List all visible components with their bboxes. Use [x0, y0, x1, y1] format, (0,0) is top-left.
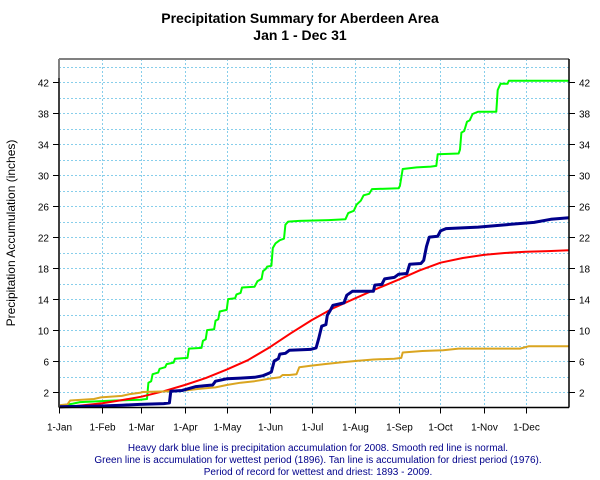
x-tick-label: 1-Dec	[513, 423, 540, 434]
x-tick-label: 1-Mar	[128, 423, 155, 434]
series-line-2008	[58, 216, 570, 409]
caption-line-1: Heavy dark blue line is precipitation ac…	[128, 443, 508, 454]
y-tick-label-right: 30	[579, 172, 591, 183]
x-tick-label: 1-Feb	[89, 423, 116, 434]
series-line-wettest-period-1896	[58, 79, 569, 407]
x-tick-label: 1-Jul	[302, 423, 324, 434]
caption-line-2: Green line is accumulation for wettest p…	[94, 455, 541, 466]
y-tick-label-left: 22	[38, 234, 50, 245]
series-lines	[58, 79, 570, 409]
y-tick-label-left: 10	[38, 327, 50, 338]
axes	[53, 58, 575, 414]
y-tick-label-right: 10	[579, 327, 591, 338]
y-tick-label-left: 14	[38, 296, 50, 307]
x-tick-label: 1-Apr	[173, 423, 198, 434]
y-tick-label-left: 38	[38, 110, 50, 121]
y-tick-label-right: 34	[579, 141, 591, 152]
chart-title: Precipitation Summary for Aberdeen Area	[161, 10, 439, 26]
y-tick-label-left: 42	[38, 79, 50, 90]
y-tick-label-right: 26	[579, 203, 591, 214]
series-line-normal	[58, 249, 570, 409]
y-tick-label-left: 34	[38, 141, 50, 152]
y-tick-label-left: 30	[38, 172, 50, 183]
y-axis-label: Precipitation Accumulation (inches)	[4, 140, 18, 327]
x-tick-label: 1-May	[214, 423, 242, 434]
y-tick-label-left: 26	[38, 203, 50, 214]
y-tick-label-left: 2	[43, 389, 49, 400]
chart-subtitle: Jan 1 - Dec 31	[253, 27, 347, 43]
x-tick-label: 1-Jan	[47, 423, 72, 434]
y-tick-label-right: 18	[579, 265, 591, 276]
y-tick-label-right: 38	[579, 110, 591, 121]
x-tick-label: 1-Jun	[258, 423, 283, 434]
x-tick-label: 1-Nov	[471, 423, 498, 434]
x-tick-label: 1-Oct	[428, 423, 453, 434]
series-line-driest-period-1976	[58, 345, 569, 407]
caption-line-3: Period of record for wettest and driest:…	[204, 467, 432, 478]
x-tick-label: 1-Aug	[342, 423, 369, 434]
y-tick-label-right: 2	[579, 389, 585, 400]
y-tick-label-left: 18	[38, 265, 50, 276]
y-tick-label-left: 6	[43, 358, 49, 369]
x-tick-label: 1-Sep	[386, 423, 413, 434]
y-tick-label-right: 6	[579, 358, 585, 369]
y-tick-label-right: 42	[579, 79, 591, 90]
y-tick-label-right: 22	[579, 234, 591, 245]
grid	[59, 59, 569, 408]
y-tick-label-right: 14	[579, 296, 591, 307]
